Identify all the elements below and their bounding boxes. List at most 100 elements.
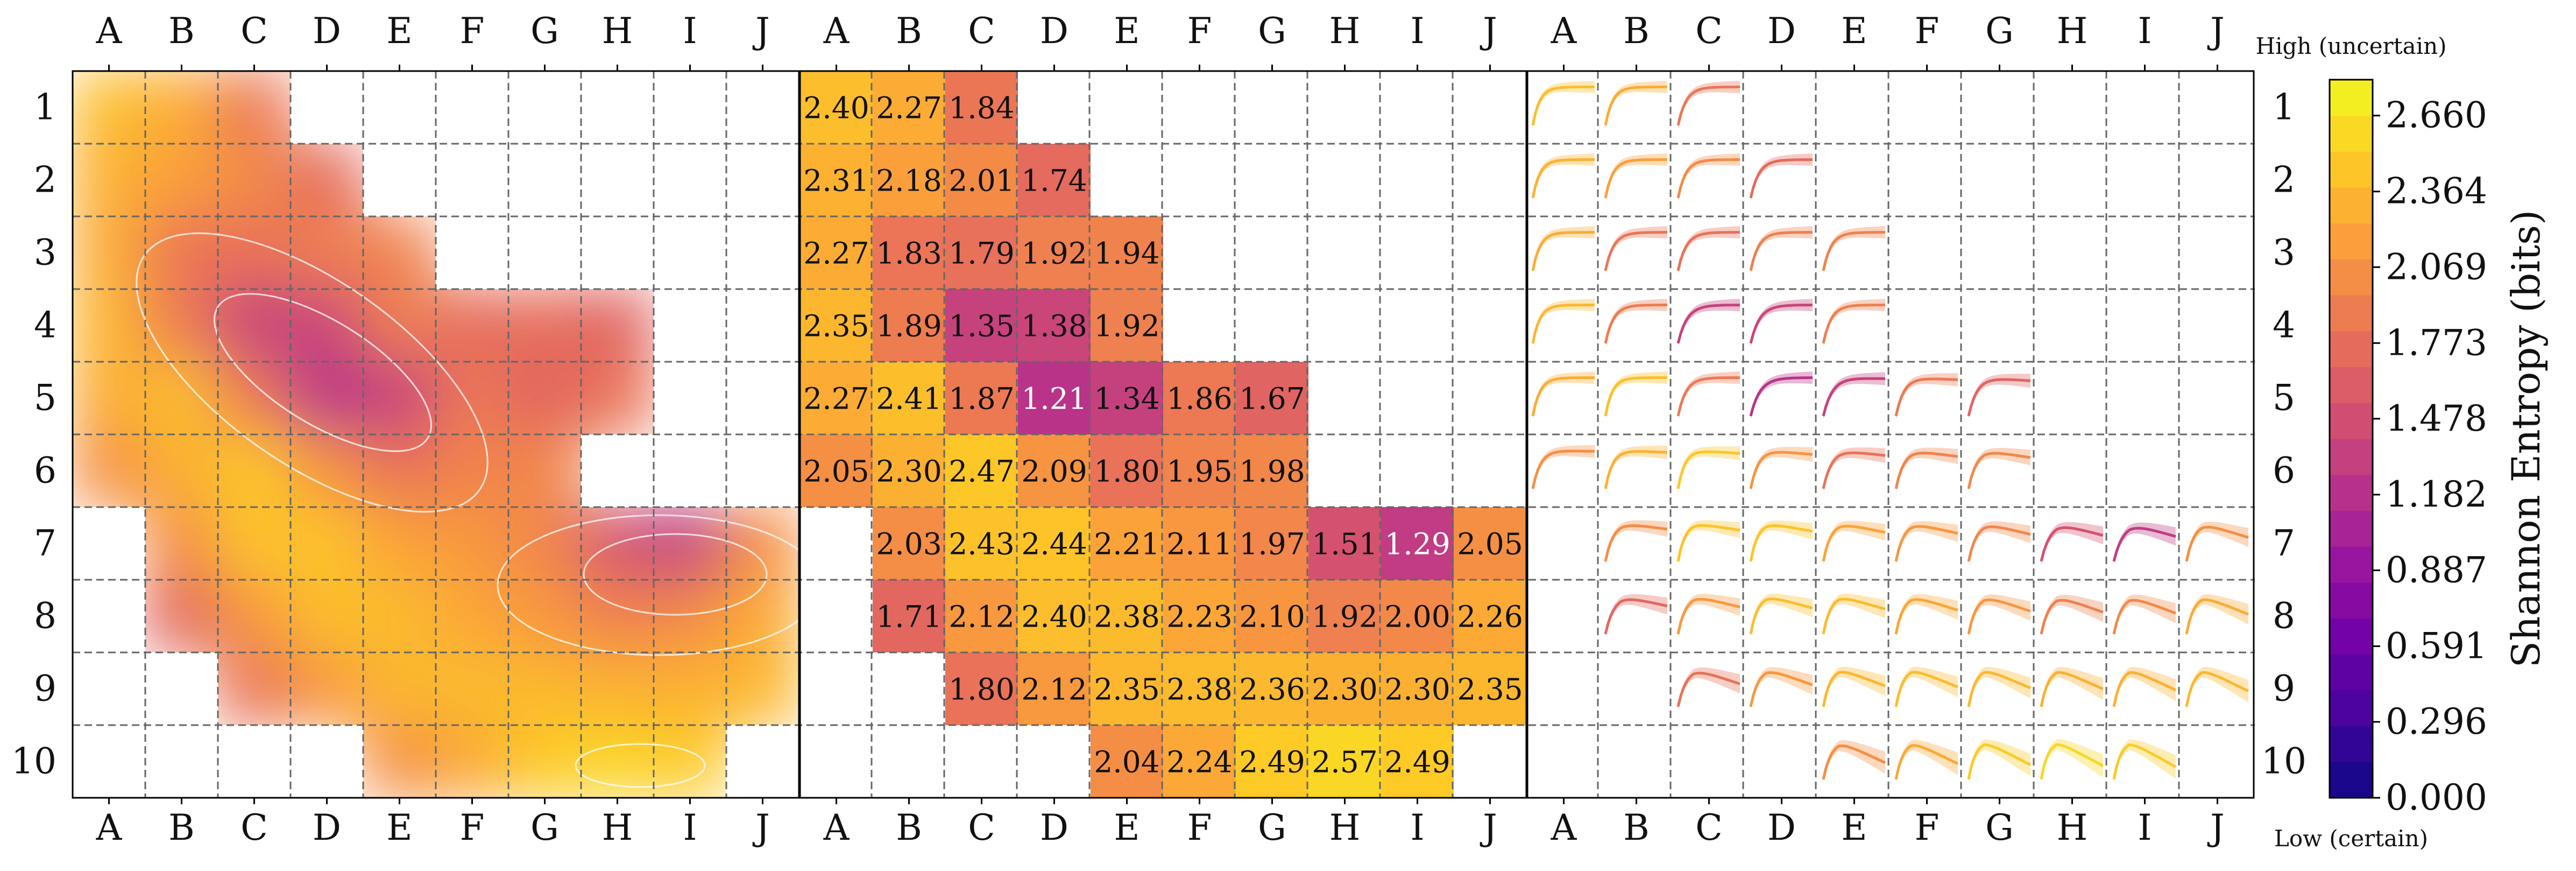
value-cell (945, 652, 1018, 725)
x-tick-label-top: H (2057, 10, 2088, 52)
colorbar-band (2330, 654, 2373, 691)
colorbar-band (2330, 403, 2373, 439)
x-tick-label-top: D (313, 10, 341, 52)
empty-cell (145, 652, 218, 725)
value-label: 2.35 (803, 309, 869, 343)
colorbar-tick-label: 0.000 (2386, 777, 2487, 818)
y-tick-label-left: 7 (34, 523, 56, 564)
empty-cell (726, 71, 799, 144)
colorbar-tick-label: 0.591 (2386, 625, 2487, 666)
x-tick-label-bottom: C (240, 807, 268, 848)
value-cell (1236, 725, 1308, 798)
value-label: 2.01 (949, 164, 1014, 198)
curve-line (1749, 231, 1813, 271)
curve-line (2040, 743, 2104, 780)
x-tick-label-top: J (752, 10, 769, 52)
curve-band (1823, 666, 1885, 710)
colorbar-band (2330, 223, 2373, 259)
empty-cell (726, 216, 799, 289)
value-label: 2.38 (1166, 672, 1232, 707)
curve-band (2041, 739, 2103, 783)
x-tick-label-top: D (1767, 10, 1796, 52)
y-tick-label-right: 3 (2273, 232, 2295, 273)
empty-cell (726, 725, 799, 798)
x-tick-label-bottom: H (1329, 807, 1361, 848)
value-cell (873, 507, 945, 580)
panel-value-grid: 2.40 2.27 1.842.31 2.18 2.01 1.742.27 1.83 1.79… (800, 71, 1526, 798)
curve-line (1749, 524, 1813, 562)
curve-line (1967, 743, 2032, 780)
empty-cell (654, 71, 726, 144)
curve-band (2114, 739, 2176, 783)
value-cell (1381, 725, 1454, 798)
x-tick-label-top: C (240, 10, 268, 52)
curve-line (1967, 598, 2031, 635)
value-cell (1091, 580, 1163, 652)
empty-cell (73, 652, 145, 725)
x-tick-label-top: I (2138, 10, 2152, 52)
curve-line (1531, 376, 1595, 417)
y-tick-label-left: 8 (34, 595, 56, 637)
x-tick-label-bottom: B (896, 807, 922, 848)
curve-line (1531, 231, 1595, 271)
empty-cell (73, 580, 145, 652)
value-label: 2.26 (1457, 600, 1523, 634)
colorbar-band (2330, 115, 2373, 152)
value-cell (1454, 580, 1526, 652)
value-label: 2.40 (1021, 600, 1087, 634)
x-tick-label-bottom: G (1985, 807, 2014, 848)
x-tick-label-top: B (1623, 10, 1650, 52)
curve-band (2114, 667, 2176, 710)
curve-line (2185, 525, 2249, 562)
value-cell (1091, 507, 1163, 580)
x-tick-label-bottom: F (1187, 807, 1212, 848)
x-tick-label-bottom: J (752, 807, 769, 848)
empty-cell (436, 71, 508, 144)
colorbar-band (2330, 762, 2373, 798)
value-cell (800, 289, 873, 362)
colorbar-tick-label: 2.660 (2386, 95, 2487, 136)
value-cell (1381, 580, 1454, 652)
curve-line (2112, 526, 2176, 562)
value-cell (1091, 725, 1163, 798)
value-label: 1.92 (1094, 309, 1159, 343)
value-cell (1236, 434, 1308, 507)
empty-cell (73, 725, 145, 798)
x-tick-label-bottom: I (683, 807, 697, 848)
value-label: 2.49 (1384, 745, 1450, 779)
empty-cell (145, 725, 218, 798)
value-cell (1018, 362, 1091, 434)
curve-line (1676, 376, 1740, 417)
value-cell (873, 362, 945, 434)
value-cell (1018, 144, 1091, 216)
curve-band (1969, 666, 2030, 710)
value-label: 2.27 (803, 236, 869, 271)
colorbar-tick-label: 0.296 (2386, 701, 2487, 742)
x-tick-label-top: C (968, 10, 995, 52)
x-tick-label-top: A (96, 10, 123, 52)
colorbar-tick-label: 2.364 (2386, 171, 2487, 212)
x-tick-label-bottom: D (1767, 807, 1796, 848)
x-tick-label-bottom: A (96, 807, 123, 848)
value-label: 2.38 (1094, 600, 1159, 634)
value-label: 1.21 (1021, 382, 1087, 416)
colorbar-tick-label: 2.069 (2386, 246, 2487, 287)
value-label: 2.35 (1094, 672, 1159, 707)
curve-band (1678, 520, 1740, 565)
curve-band (1751, 520, 1813, 565)
panel-frame (1526, 70, 2255, 799)
value-cell (1163, 507, 1236, 580)
empty-cell (508, 71, 581, 144)
value-cell (945, 580, 1018, 652)
x-tick-label-top: F (460, 10, 485, 52)
value-cell (1308, 507, 1381, 580)
curve-line (1676, 671, 1740, 707)
value-cell (945, 434, 1018, 507)
value-label: 1.29 (1384, 527, 1450, 561)
curve-line (1822, 451, 1886, 489)
value-label: 2.18 (876, 164, 942, 198)
colorbar-tick-label: 0.887 (2386, 549, 2487, 591)
empty-cell (654, 216, 726, 289)
x-tick-label-bottom: C (968, 807, 995, 848)
value-cell (1236, 580, 1308, 652)
